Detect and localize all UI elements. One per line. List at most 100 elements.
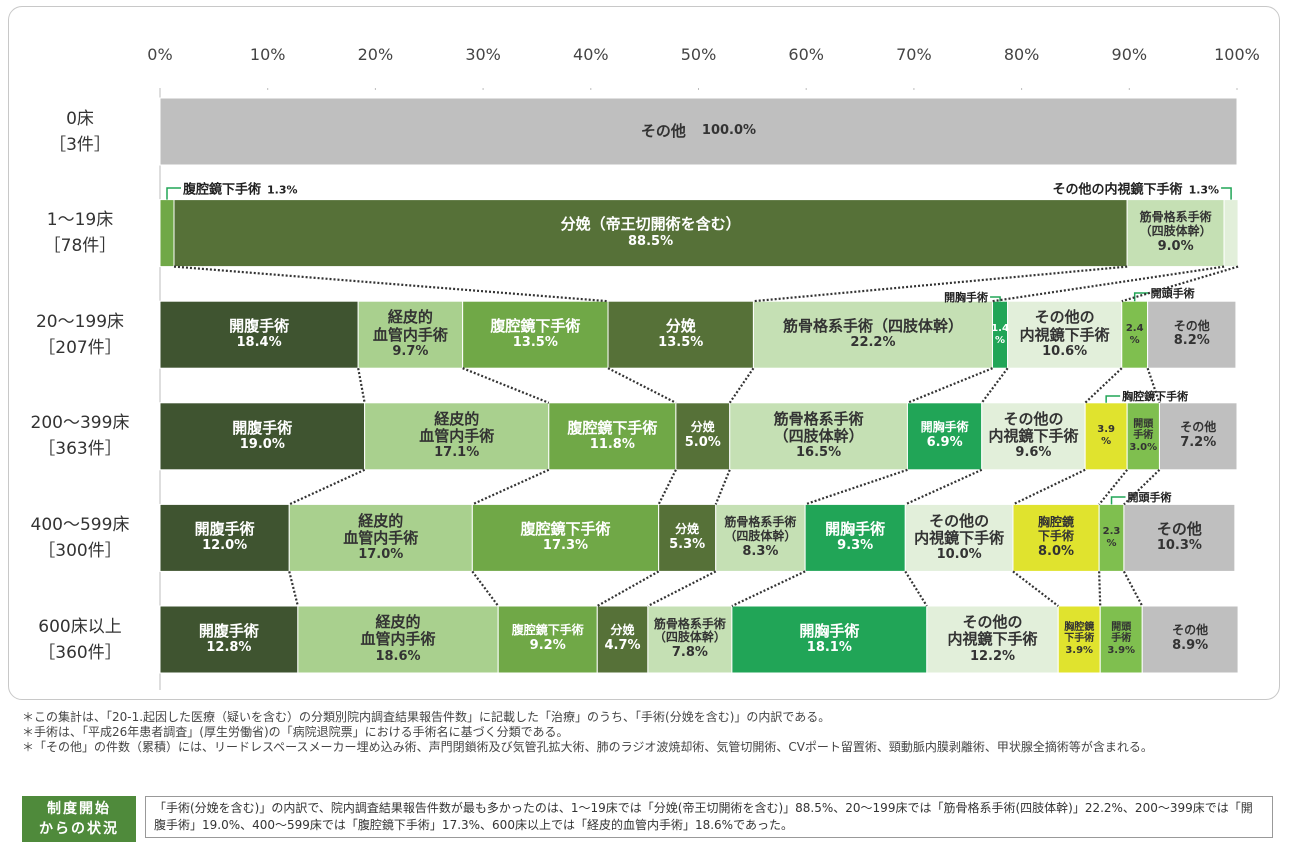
value-label: 3.9% [1107,644,1136,656]
connector [1084,367,1123,404]
segment-label: 1.4 % [991,301,1009,368]
bar-segment [159,605,299,674]
value-label: 2.4 % [1125,322,1144,346]
callout-text: 開頭手術 [1151,285,1195,301]
value-label: 100.0% [701,123,757,139]
callout-value: 1.3% [1188,183,1220,197]
segment-name: 経皮的 血管内手術 [372,308,448,344]
bar-segment [288,503,473,572]
value-label: 11.8% [589,436,635,452]
value-label: 88.5% [628,233,674,249]
category-label: 200～399床 ［363件］ [30,413,130,460]
value-label: 10.0% [936,547,982,563]
bar-segment [1099,605,1143,674]
segment-label: その他 7.2% [1159,403,1237,470]
bar-segment [159,97,1238,166]
connector [471,468,550,506]
segment-label: 胸腔鏡 下手術 8.0% [1013,504,1099,571]
bar-segment [1123,503,1236,572]
segment-label: 腹腔鏡下手術 13.5% [463,301,608,368]
callout-name: 開頭手術 [1127,491,1172,504]
value-label: 8.2% [1173,333,1210,349]
x-tick-label: 30% [465,45,501,64]
value-label: 18.6% [375,648,421,664]
connector [471,570,500,607]
segment-name: その他の 内視鏡下手術 [914,511,1005,547]
connector [607,367,677,404]
bar-segment [1147,300,1237,369]
segment-label: 開頭 手術 3.9% [1100,606,1142,673]
segment-label: 2.3 % [1099,504,1124,571]
connector [357,367,366,404]
segment-name: その他 [1172,623,1209,638]
segment-name: 開頭 手術 [1111,621,1132,645]
x-tick-label: 90% [1111,45,1148,64]
value-label: 6.9% [926,435,963,451]
segment-name: 開腹手術 [194,520,255,539]
segment-label: 筋骨格系手術 （四肢体幹） 7.8% [648,606,732,673]
chart-frame [8,6,1280,700]
value-label: 3.9 % [1097,424,1115,448]
segment-name: 腹腔鏡下手術 [511,623,584,638]
bar-segment [752,300,994,369]
callout-text: 胸腔鏡下手術 [1122,388,1188,404]
x-tick-label: 10% [249,45,286,64]
category-label: 600床以上 ［360件］ [38,616,122,663]
x-tick-label: 60% [788,45,824,64]
value-label: 5.0% [684,435,721,451]
segment-label: その他の 内視鏡下手術 10.6% [1008,301,1122,368]
segment-name: 開腹手術 [232,418,293,437]
callout-name: 腹腔鏡下手術 [183,182,262,198]
connector [980,367,1009,404]
callout-text: 開頭手術 [1128,489,1172,505]
value-label: 3.9% [1065,644,1094,656]
segment-name: 胸腔鏡 下手術 [1064,621,1095,645]
connector [804,468,908,506]
connector [1122,570,1144,607]
note: ＊「その他」の件数（累積）には、リードレスペースメーカー埋め込み術、声門閉鎖術及… [22,740,1153,754]
segment-name: 分娩 [610,623,635,638]
value-label: 12.2% [969,648,1016,664]
segment-label: 開腹手術 19.0% [160,403,365,470]
value-label: 13.5% [512,335,558,351]
bar-segment [981,402,1086,471]
value-label: 17.1% [434,445,480,461]
bar-segment [297,605,499,674]
callout-name: 胸腔鏡下手術 [1122,390,1189,403]
value-label: 10.6% [1042,343,1088,359]
category-label: 1～19床 ［78件］ [43,210,117,257]
segment-label: その他 8.2% [1148,301,1236,368]
segment-label: 胸腔鏡 下手術 3.9% [1058,606,1100,673]
segment-label: 開腹手術 18.4% [160,301,358,368]
callout-text: その他の内視鏡下手術 1.3% [1053,179,1220,198]
segment-label: 分娩 13.5% [608,301,753,368]
bar-segment [364,402,550,471]
value-label: 2.3 % [1102,525,1121,549]
segment-label: 筋骨格系手術（四肢体幹） 22.2% [753,301,992,368]
bar-segment [159,503,290,572]
connector [1098,469,1129,506]
bar-segment [1126,199,1225,268]
note: ＊この集計は、「20-1.起因した医療（疑いを含む）の分類別院内調査結果報告件数… [22,710,831,724]
segment-name: その他の 内視鏡下手術 [988,409,1079,446]
x-tick-label: 20% [357,45,394,64]
connector [288,571,299,607]
segment-name: 腹腔鏡下手術 [520,520,611,539]
segment-name: 経皮的 血管内手術 [360,613,436,649]
value-label: 8.3% [742,543,779,559]
connector [731,570,806,607]
connector [1123,469,1161,506]
segment-label: 分娩 5.0% [676,403,730,470]
segment-label: 筋骨格系手術 （四肢体幹） 8.3% [716,504,805,571]
category-label: 0床 ［3件］ [49,108,111,155]
segment-name: 筋骨格系手術 （四肢体幹） [773,409,864,446]
bar-segment [658,503,717,572]
summary-text: 「手術(分娩を含む)」の内訳で、院内調査結果報告件数が最も多かったのは、1～19… [145,796,1273,838]
callout-line [990,296,1001,302]
value-label: 19.0% [239,436,285,452]
value-label: 16.5% [796,445,842,461]
value-label: 18.4% [236,335,282,351]
segment-name: 胸腔鏡 下手術 [1038,514,1075,543]
